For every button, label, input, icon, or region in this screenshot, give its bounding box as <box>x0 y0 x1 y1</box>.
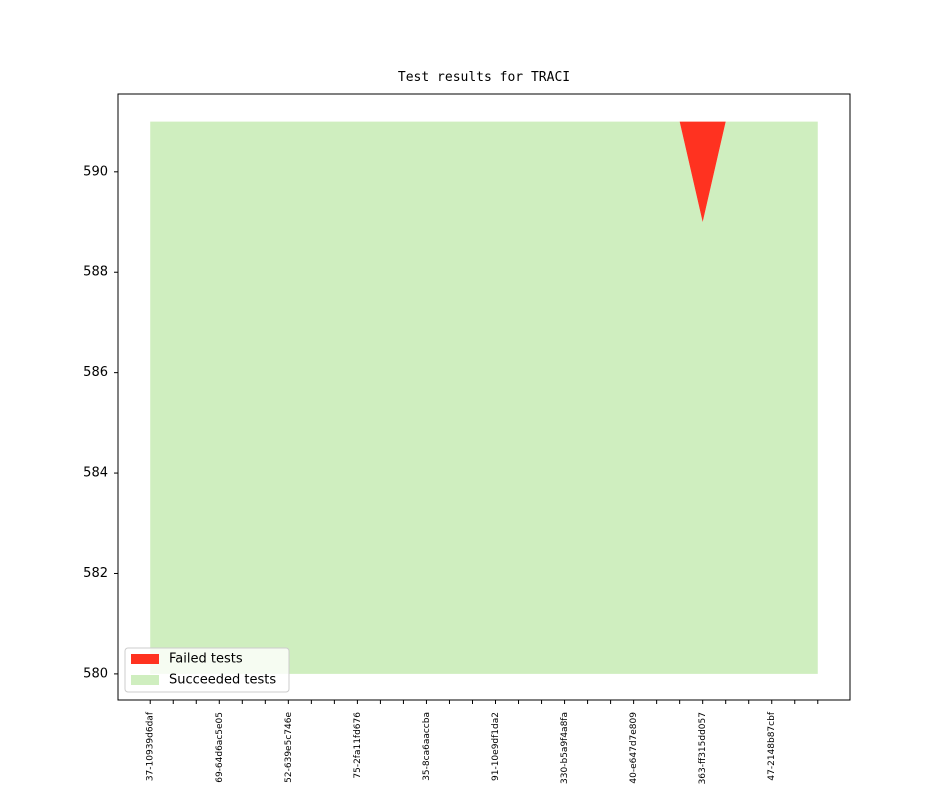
y-tick-label: 584 <box>83 466 108 481</box>
x-tick-label: 35-8ca6aaccba <box>422 712 432 781</box>
legend-swatch <box>131 654 159 664</box>
plot-area <box>150 121 818 674</box>
y-tick-label: 580 <box>83 666 108 681</box>
x-tick-label: 69-64d6ac5e05 <box>215 712 225 783</box>
legend-swatch <box>131 675 159 685</box>
x-tick-label: 47-2148b87cbf <box>767 711 777 780</box>
axes-frame <box>117 93 851 701</box>
legend-box <box>124 647 290 693</box>
x-tick-label: 91-10e9df1da2 <box>491 712 501 781</box>
legend-label: Failed tests <box>169 652 243 667</box>
x-tick-label: 52-639e5c746e <box>284 712 294 783</box>
y-tick-label: 588 <box>83 265 108 280</box>
y-tick-label: 590 <box>83 164 108 179</box>
legend-label: Succeeded tests <box>169 673 276 688</box>
area <box>150 121 818 674</box>
y-tick-label: 586 <box>83 365 108 380</box>
x-tick-label: 363-ff315dd057 <box>698 712 708 784</box>
chart-title: Test results for TRACI <box>398 70 570 85</box>
x-tick-label: 37-10939d6daf <box>146 711 156 781</box>
y-tick-label: 582 <box>83 566 108 581</box>
legend: Failed tests Succeeded tests <box>124 647 290 693</box>
x-tick-label: 75-2fa11fd676 <box>353 712 363 779</box>
x-tick-label: 330-b5a9f4a8fa <box>560 712 570 784</box>
x-tick-label: 40-e647d7e809 <box>629 712 639 784</box>
